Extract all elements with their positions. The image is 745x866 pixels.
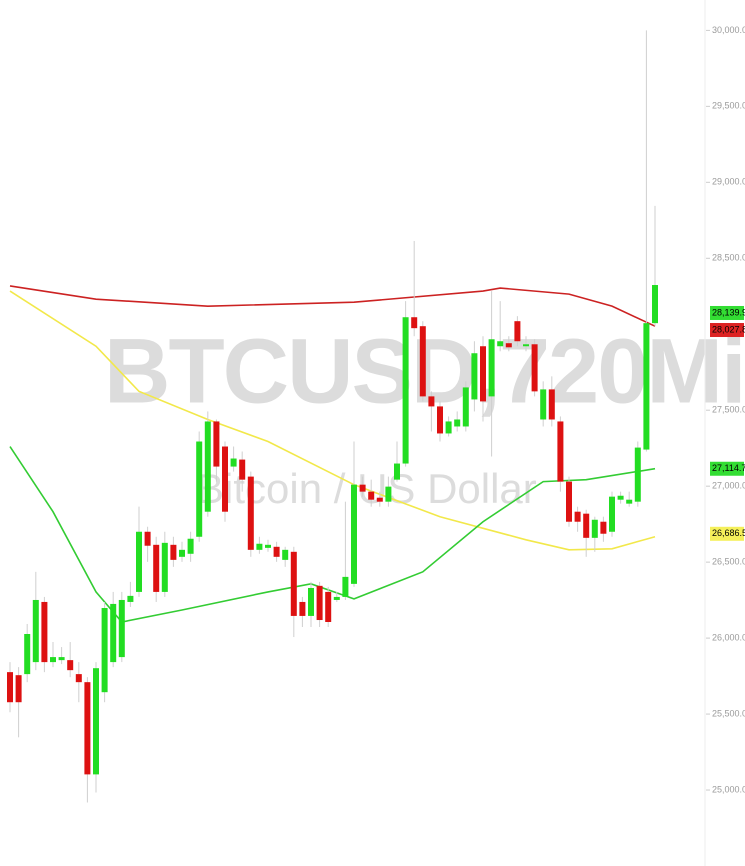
candle-body (161, 542, 168, 592)
candle-body (84, 682, 91, 775)
candle-body (583, 513, 590, 538)
candle-body (24, 634, 31, 675)
candle-body (204, 421, 211, 512)
candle-body (368, 491, 375, 500)
y-tick-label: 26,000.00 (712, 632, 745, 642)
candle-body (523, 344, 529, 347)
candle-body (58, 657, 65, 661)
candle-body (299, 601, 306, 616)
candle-body (497, 341, 504, 347)
candle-body (50, 657, 56, 663)
y-tick-label: 27,500.00 (712, 405, 745, 415)
candle-body (153, 544, 160, 592)
candle-body (325, 591, 332, 623)
candle-body (101, 608, 108, 693)
candle-body (247, 476, 254, 550)
price-tag (710, 305, 744, 320)
candle-body (574, 511, 581, 522)
candle-body (419, 326, 426, 397)
candle-body (359, 484, 366, 492)
candle-body (557, 421, 564, 482)
candle-body (230, 458, 237, 467)
price-tag (710, 526, 744, 541)
candle-body (187, 538, 194, 554)
candle-body (144, 531, 151, 546)
y-tick-label: 25,500.00 (712, 708, 745, 718)
candle-body (531, 344, 538, 392)
candle-body (75, 674, 82, 683)
candle-body (7, 672, 13, 703)
y-tick-label: 29,000.00 (712, 177, 745, 187)
y-tick-label: 29,500.00 (712, 101, 745, 111)
candle-body (385, 486, 392, 502)
candle-body (548, 389, 555, 420)
candle-body (514, 321, 521, 342)
candle-body (471, 353, 478, 400)
candle-body (118, 599, 125, 658)
candle-body (170, 544, 177, 560)
candle-body (290, 551, 297, 616)
candle-body (626, 499, 633, 504)
candle-body (437, 406, 443, 434)
candle-body (32, 599, 39, 663)
candle-body (308, 587, 314, 616)
candle-body (273, 546, 280, 557)
candle-body (93, 668, 99, 775)
candle-body (454, 419, 461, 427)
candle-body (480, 346, 486, 402)
candle-body (67, 660, 74, 671)
candle-body (15, 675, 22, 703)
candle-body (609, 496, 615, 532)
price-tag-label: 28,139.96 (712, 307, 745, 317)
price-tag (710, 323, 744, 338)
candle-body (505, 343, 512, 348)
candle-body (411, 317, 418, 329)
price-tag (710, 461, 744, 476)
candle-body (617, 495, 624, 500)
candle-body (179, 549, 185, 557)
candle-body (428, 396, 435, 407)
candle-body (643, 323, 650, 450)
candle-body (634, 447, 641, 502)
candle-body (265, 544, 271, 548)
candle-body (110, 603, 117, 663)
candle-body (402, 317, 409, 464)
candle-body (316, 585, 323, 621)
price-tag-label: 28,027.88 (712, 324, 745, 334)
y-tick-label: 25,000.00 (712, 784, 745, 794)
candle-body (213, 421, 220, 467)
candle-body (351, 484, 357, 584)
candle-body (394, 463, 400, 480)
candle-body (127, 595, 134, 602)
candle-body (591, 519, 598, 538)
candle-body (196, 441, 203, 537)
price-tag-label: 27,114.72 (712, 463, 745, 473)
candle-body (376, 497, 383, 502)
candle-body (282, 549, 289, 560)
y-tick-label: 28,500.00 (712, 253, 745, 263)
candle-body (445, 421, 452, 434)
y-tick-label: 27,000.00 (712, 481, 745, 491)
candle-body (600, 521, 607, 534)
candle-body (239, 459, 246, 480)
candle-body (566, 481, 572, 522)
candle-body (462, 387, 469, 427)
candle-body (136, 531, 142, 592)
candle-body (333, 596, 340, 600)
candle-body (222, 446, 228, 512)
candle-body (652, 285, 658, 324)
candle-body (488, 339, 495, 397)
moving-average (9, 285, 656, 327)
candle-body (256, 543, 263, 550)
candle-body (540, 389, 547, 420)
y-tick-label: 30,000.00 (712, 25, 745, 35)
y-tick-label: 26,500.00 (712, 557, 745, 567)
candle-body (41, 601, 48, 663)
price-tag-label: 26,686.59 (712, 528, 745, 538)
candle-body (342, 576, 349, 597)
